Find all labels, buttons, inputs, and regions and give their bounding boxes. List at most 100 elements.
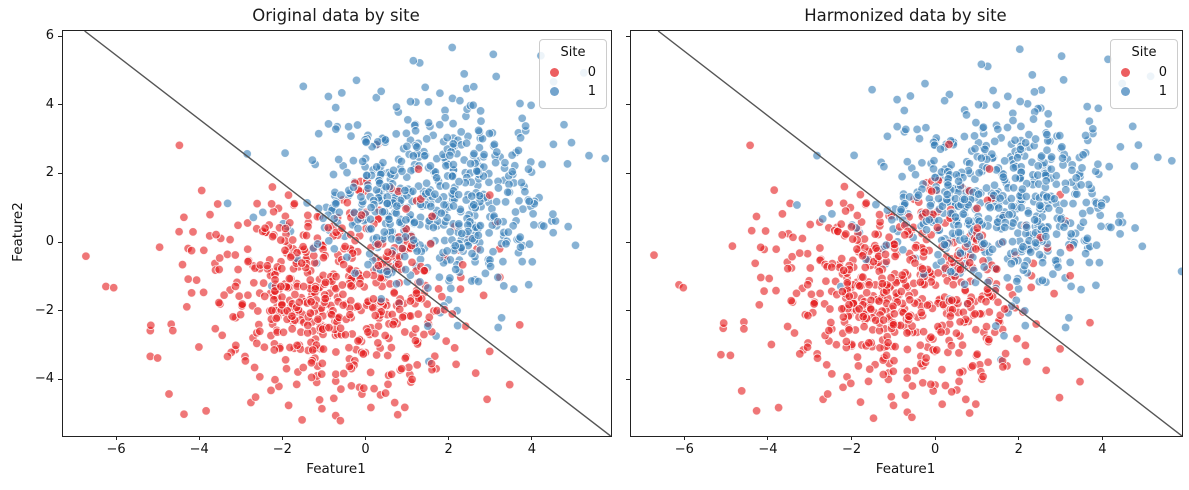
scatter-point-site-0 [1026,282,1036,293]
scatter-point-site-0 [267,231,278,242]
scatter-point-site-0 [485,190,495,200]
scatter-point-site-1 [1127,121,1138,132]
scatter-point-site-1 [548,139,559,150]
scatter-point-site-0 [373,338,383,348]
scatter-point-site-0 [441,336,451,346]
y-tick-mark [626,172,630,174]
scatter-point-site-1 [337,88,347,98]
scatter-point-site-0 [201,406,211,416]
scatter-point-site-1 [946,266,956,277]
scatter-point-site-1 [484,177,494,188]
scatter-point-site-0 [230,250,241,260]
scatter-point-site-0 [860,262,871,273]
scatter-point-site-0 [855,189,866,200]
scatter-point-site-0 [951,328,962,338]
scatter-point-site-0 [971,244,981,254]
scatter-point-site-1 [328,169,339,180]
scatter-point-site-1 [537,159,547,170]
scatter-point-site-0 [936,327,946,337]
scatter-point-site-1 [474,191,485,201]
scatter-point-site-1 [382,198,393,209]
scatter-point-site-1 [377,207,388,217]
x-tick-label: −2 [841,442,862,457]
scatter-point-site-0 [902,328,912,338]
scatter-point-site-1 [1082,233,1093,244]
scatter-point-site-0 [910,242,921,253]
scatter-point-site-0 [755,242,766,253]
scatter-point-site-0 [230,281,241,292]
scatter-point-site-1 [473,230,484,241]
scatter-point-site-0 [871,243,881,253]
scatter-point-site-1 [426,201,436,212]
scatter-point-site-0 [815,288,825,299]
x-tick-label: −6 [674,442,694,457]
x-tick-label: 2 [1014,442,1023,457]
scatter-point-site-1 [1041,176,1051,186]
legend-entry-site-1: 1 [550,82,596,101]
scatter-point-site-0 [874,296,884,306]
scatter-point-site-1 [979,262,989,272]
scatter-point-site-1 [939,95,950,106]
scatter-point-site-0 [305,275,316,285]
scatter-point-site-1 [493,216,503,227]
scatter-point-site-1 [562,159,573,169]
scatter-point-site-1 [1065,257,1075,268]
scatter-point-site-0 [255,372,265,382]
scatter-point-site-0 [803,310,813,321]
scatter-point-site-1 [1034,249,1045,260]
scatter-point-site-0 [824,198,834,208]
scatter-point-site-1 [1037,275,1048,286]
scatter-point-site-0 [291,379,302,390]
scatter-point-site-0 [824,325,834,336]
scatter-point-site-1 [995,193,1005,203]
scatter-point-site-1 [912,124,922,135]
scatter-point-site-0 [424,312,435,322]
scatter-point-site-1 [1015,144,1026,155]
scatter-point-site-0 [764,273,774,284]
scatter-point-site-1 [879,161,889,172]
scatter-point-site-1 [401,215,411,225]
scatter-point-site-0 [196,185,207,196]
scatter-point-site-0 [179,212,189,223]
scatter-point-site-0 [918,378,928,388]
scatter-point-site-0 [844,325,854,335]
scatter-point-site-1 [480,268,491,279]
scatter-point-site-1 [1096,221,1106,232]
scatter-point-site-1 [410,126,421,136]
scatter-point-site-1 [394,235,404,245]
x-tick-label: 4 [1098,442,1107,457]
scatter-point-site-0 [287,324,297,334]
scatter-point-site-0 [451,359,461,370]
scatter-point-site-1 [448,118,458,129]
x-tick-mark [115,436,117,440]
scatter-point-site-1 [312,239,323,249]
scatter-point-site-0 [962,298,973,309]
scatter-point-site-1 [1015,44,1025,54]
scatter-point-site-0 [478,290,489,301]
scatter-point-site-0 [736,386,747,396]
scatter-point-site-1 [361,137,371,147]
scatter-point-site-1 [539,221,549,231]
scatter-point-site-0 [889,309,900,319]
scatter-point-site-0 [290,289,300,300]
scatter-point-site-1 [382,266,392,277]
scatter-point-site-1 [423,321,433,331]
scatter-point-site-0 [844,299,854,310]
scatter-point-site-1 [491,196,502,207]
scatter-point-site-1 [351,75,362,86]
scatter-point-site-0 [373,239,383,250]
scatter-point-site-1 [921,225,932,235]
scatter-point-site-1 [881,240,892,250]
scatter-point-site-0 [345,309,355,320]
scatter-point-site-0 [846,378,856,389]
scatter-point-site-1 [1078,217,1089,227]
scatter-point-site-1 [901,124,911,135]
scatter-point-site-0 [859,321,869,332]
scatter-point-site-0 [225,234,235,245]
scatter-point-site-1 [570,240,581,251]
scatter-point-site-0 [289,198,300,209]
scatter-point-site-1 [346,131,356,141]
x-tick-mark [198,436,200,440]
scatter-point-site-1 [467,248,477,259]
scatter-point-site-1 [999,331,1009,341]
